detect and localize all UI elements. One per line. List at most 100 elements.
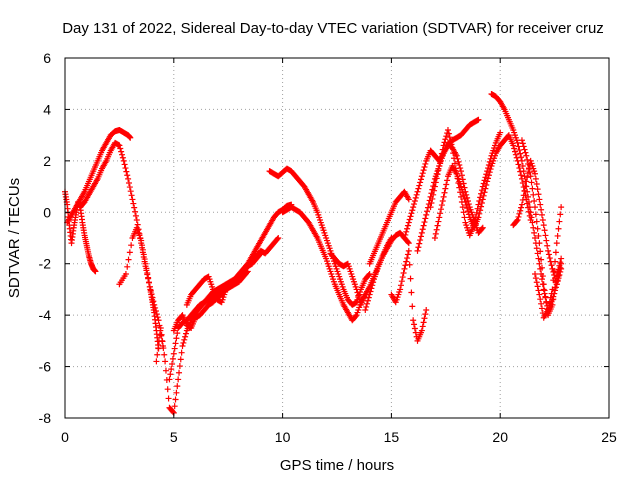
data-point	[170, 350, 177, 357]
data-point	[511, 148, 518, 155]
data-point	[541, 227, 548, 234]
series-s11	[279, 204, 369, 324]
data-point	[540, 281, 547, 288]
data-point	[430, 191, 437, 198]
data-point	[539, 217, 546, 223]
data-point	[451, 155, 458, 162]
data-point	[244, 268, 251, 275]
series-s22	[518, 137, 565, 319]
data-point	[122, 271, 129, 277]
data-point	[557, 259, 564, 266]
data-point	[366, 271, 373, 277]
data-point	[403, 228, 410, 235]
x-tick-label: 5	[170, 429, 178, 445]
data-point	[521, 146, 528, 153]
data-point	[513, 218, 520, 225]
data-point	[520, 143, 527, 150]
data-point	[522, 149, 529, 156]
data-point	[418, 327, 425, 334]
data-point	[540, 222, 547, 229]
data-point	[118, 148, 125, 155]
y-axis-label: SDTVAR / TECUs	[6, 178, 23, 298]
data-point	[518, 172, 525, 179]
data-point	[404, 225, 411, 232]
series-s16	[401, 116, 482, 241]
data-point	[546, 298, 553, 305]
data-point	[353, 286, 360, 293]
data-point	[397, 286, 404, 293]
data-point	[475, 214, 482, 221]
data-point	[438, 206, 445, 213]
data-point	[548, 262, 555, 269]
series-s8	[170, 268, 251, 334]
data-point	[534, 225, 541, 232]
data-point	[431, 187, 438, 194]
data-point	[404, 255, 411, 262]
data-point	[366, 291, 373, 298]
data-point	[538, 300, 545, 307]
data-point	[132, 212, 139, 219]
data-point	[433, 226, 440, 233]
data-point	[516, 165, 523, 172]
data-point	[440, 193, 447, 200]
data-point	[144, 269, 151, 276]
data-point	[529, 219, 536, 226]
data-point	[545, 307, 552, 313]
data-point	[423, 307, 430, 313]
data-point	[535, 287, 542, 294]
data-point	[541, 287, 548, 294]
data-point	[422, 311, 429, 318]
data-point	[157, 325, 164, 331]
data-point	[432, 179, 439, 186]
data-point	[522, 183, 529, 190]
data-point	[437, 158, 444, 165]
data-point	[158, 331, 165, 338]
series-s2	[64, 127, 134, 226]
data-point	[128, 242, 135, 249]
data-point	[406, 261, 413, 268]
data-point	[539, 273, 546, 280]
data-point	[485, 161, 492, 168]
data-point	[363, 303, 370, 310]
data-point	[127, 134, 134, 141]
data-point	[463, 191, 470, 198]
data-point	[443, 181, 450, 188]
data-point	[436, 214, 443, 221]
data-point	[364, 297, 371, 304]
data-point	[164, 386, 171, 393]
data-point	[419, 226, 426, 233]
data-point	[529, 185, 536, 192]
data-point	[355, 292, 362, 299]
data-point	[533, 218, 540, 225]
data-point	[484, 168, 491, 175]
data-point	[458, 193, 465, 200]
data-point	[442, 136, 449, 143]
data-point	[398, 278, 405, 285]
data-point	[405, 240, 412, 247]
data-point	[167, 371, 174, 378]
data-point	[405, 196, 412, 203]
data-point	[176, 369, 183, 376]
data-point	[119, 151, 126, 158]
data-point	[127, 188, 134, 195]
data-point	[405, 247, 412, 254]
data-point	[432, 230, 439, 237]
data-point	[411, 197, 418, 204]
data-point	[406, 216, 413, 223]
data-point	[119, 154, 126, 161]
data-point	[369, 282, 376, 289]
x-tick-label: 20	[492, 429, 508, 445]
data-point	[169, 408, 176, 415]
ticks-layer: 0 5 10 15 20 25 -8 -6 -4 -2 0 2 4 6	[39, 50, 617, 445]
data-point	[440, 142, 447, 149]
data-point	[553, 273, 560, 280]
data-point	[523, 152, 530, 159]
data-point	[514, 217, 521, 223]
data-point	[545, 302, 552, 309]
data-point	[530, 224, 537, 231]
data-point	[145, 274, 152, 281]
data-point	[417, 233, 424, 240]
data-point	[134, 221, 141, 228]
data-point	[483, 171, 490, 178]
data-point	[411, 325, 418, 332]
